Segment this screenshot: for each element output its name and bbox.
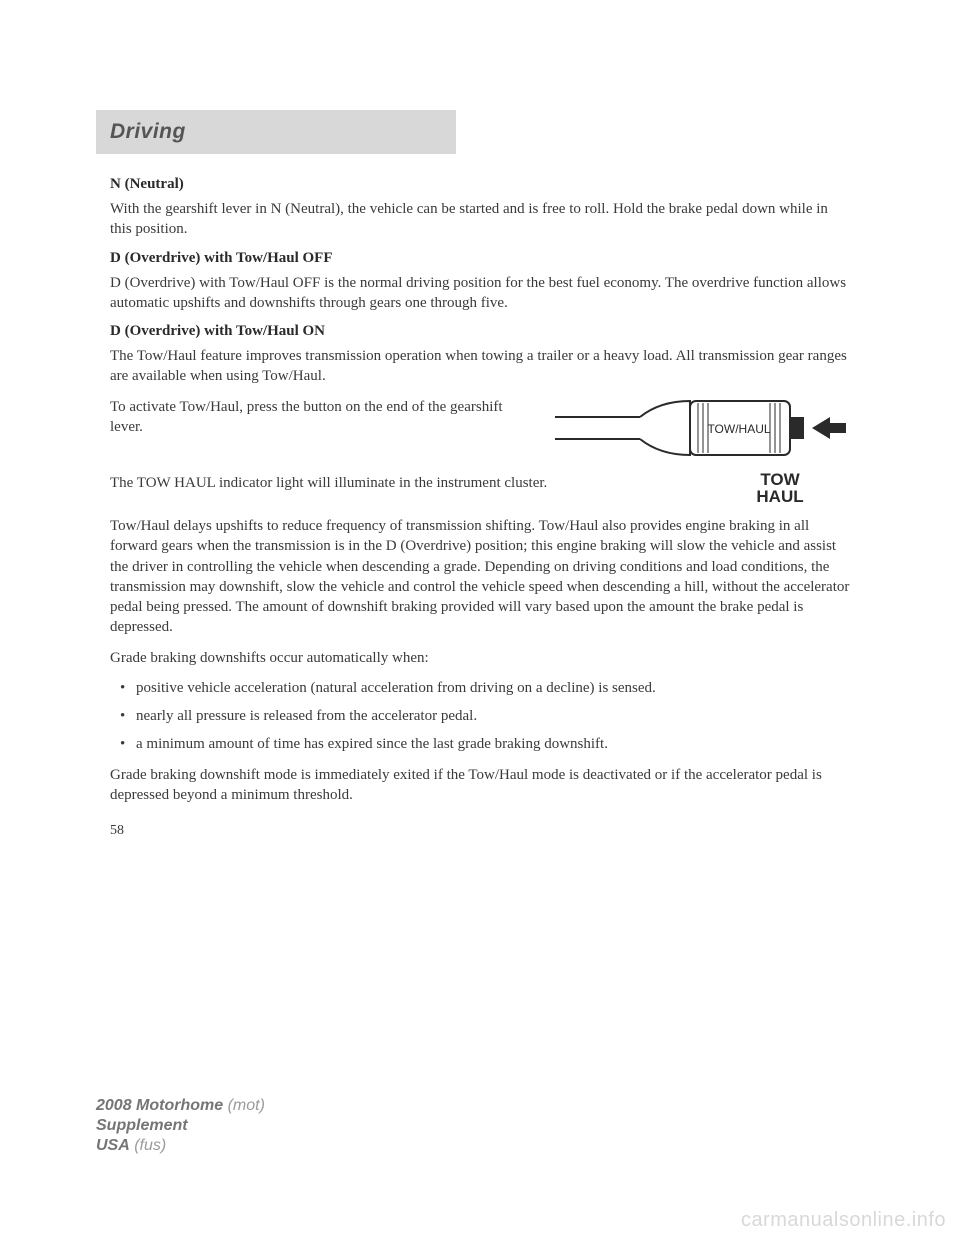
heading-d-on: D (Overdrive) with Tow/Haul ON [110,323,850,340]
section-header: Driving [96,110,456,154]
paragraph: The Tow/Haul feature improves transmissi… [110,346,850,387]
paragraph: The TOW HAUL indicator light will illumi… [110,473,626,493]
tow-haul-indicator-icon: TOW HAUL [710,471,850,507]
footer-line-1: 2008 Motorhome (mot) [96,1096,265,1116]
lever-row: To activate Tow/Haul, press the button o… [110,397,850,463]
paragraph: D (Overdrive) with Tow/Haul OFF is the n… [110,273,850,314]
footer-line-3: USA (fus) [96,1136,265,1156]
indicator-line2: HAUL [710,488,850,506]
paragraph: Tow/Haul delays upshifts to reduce frequ… [110,516,850,638]
list-item: a minimum amount of time has expired sin… [110,734,850,754]
footer-line-2: Supplement [96,1116,265,1136]
indicator-row: The TOW HAUL indicator light will illumi… [110,473,850,507]
list-item: nearly all pressure is released from the… [110,706,850,726]
heading-d-off: D (Overdrive) with Tow/Haul OFF [110,250,850,267]
page-number: 58 [110,823,850,839]
footer: 2008 Motorhome (mot) Supplement USA (fus… [96,1096,265,1156]
watermark: carmanualsonline.info [741,1209,946,1232]
indicator-line1: TOW [710,471,850,489]
paragraph: To activate Tow/Haul, press the button o… [110,397,526,438]
gearshift-lever-icon: TOW/HAUL [550,393,850,463]
list-item: positive vehicle acceleration (natural a… [110,678,850,698]
manual-page: Driving N (Neutral) With the gearshift l… [0,0,960,839]
bullet-list: positive vehicle acceleration (natural a… [110,678,850,755]
paragraph: With the gearshift lever in N (Neutral),… [110,199,850,240]
heading-n-neutral: N (Neutral) [110,176,850,193]
paragraph: Grade braking downshifts occur automatic… [110,648,850,668]
paragraph: Grade braking downshift mode is immediat… [110,765,850,806]
lever-label-text: TOW/HAUL [707,422,770,436]
section-title: Driving [110,120,442,144]
